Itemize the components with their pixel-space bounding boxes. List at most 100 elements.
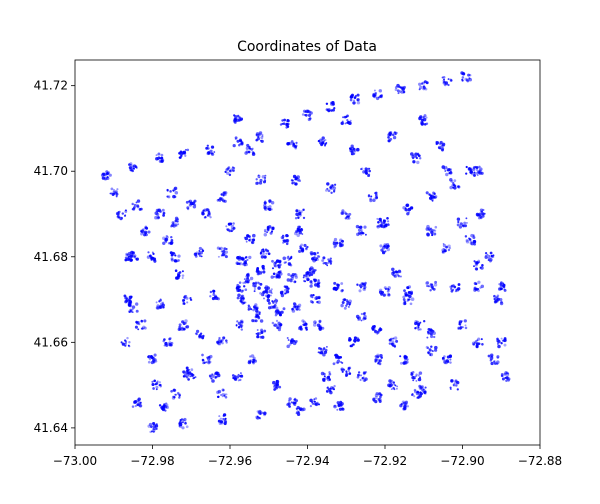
data-point [333, 107, 336, 110]
data-point [294, 217, 298, 220]
data-point [327, 388, 330, 391]
data-point [277, 264, 280, 267]
data-point [416, 153, 420, 156]
data-point [379, 244, 383, 248]
data-point [176, 220, 179, 223]
data-point-cluster [216, 336, 228, 346]
data-point [361, 377, 364, 380]
data-point [411, 371, 415, 374]
data-point [452, 182, 455, 185]
data-point [142, 228, 145, 231]
data-point [306, 271, 309, 275]
data-point [361, 282, 364, 286]
data-point-cluster [169, 251, 181, 263]
data-point [290, 179, 294, 182]
data-point [156, 380, 159, 383]
data-point [223, 247, 226, 251]
data-point [314, 321, 317, 324]
data-point [356, 375, 360, 379]
data-point [283, 288, 287, 292]
data-point [256, 416, 260, 420]
data-point [487, 354, 491, 358]
data-point [250, 354, 255, 358]
data-point [387, 222, 390, 225]
data-point [161, 208, 165, 212]
data-point [237, 321, 242, 326]
data-point [363, 287, 366, 290]
data-point-cluster [435, 140, 446, 152]
data-point [277, 265, 281, 269]
data-point [503, 372, 507, 376]
data-point [124, 300, 128, 304]
data-point [338, 407, 343, 411]
data-point [113, 192, 116, 196]
data-point [407, 290, 411, 295]
data-point [348, 303, 351, 306]
data-point [282, 239, 287, 243]
data-point [247, 308, 251, 311]
data-point-cluster [348, 336, 360, 348]
data-point [332, 286, 337, 291]
data-point [379, 219, 382, 222]
data-point [456, 217, 461, 221]
data-point [386, 247, 391, 252]
data-point [447, 169, 450, 172]
data-point [112, 189, 116, 192]
data-point [236, 289, 240, 293]
data-point [255, 309, 259, 313]
data-point-cluster [263, 199, 275, 211]
data-point [301, 247, 304, 250]
data-point [287, 273, 291, 276]
data-point [464, 326, 468, 330]
data-point [479, 266, 482, 269]
data-point [392, 381, 395, 384]
data-point-cluster [441, 354, 453, 365]
data-point [280, 310, 284, 314]
data-point [308, 117, 312, 120]
data-point [313, 398, 316, 401]
data-point [298, 308, 301, 311]
data-point [182, 151, 187, 155]
data-point [424, 87, 428, 91]
x-tick-label: −72.98 [130, 454, 174, 468]
data-point [433, 283, 438, 287]
data-point [311, 402, 314, 405]
data-point [243, 264, 246, 267]
data-point [378, 89, 383, 93]
data-point [240, 289, 244, 293]
data-point [497, 344, 501, 349]
data-point-cluster [131, 397, 143, 408]
data-point [390, 342, 394, 346]
data-point [345, 373, 349, 377]
data-point [329, 387, 332, 390]
data-point [442, 81, 446, 85]
data-point [356, 147, 360, 152]
data-point-cluster [178, 148, 190, 159]
data-point [256, 415, 259, 418]
data-point [297, 209, 301, 213]
data-point [170, 253, 174, 257]
data-point [147, 360, 151, 364]
data-point [127, 255, 130, 258]
data-point [174, 254, 177, 257]
data-point [181, 426, 185, 430]
data-point [248, 239, 251, 242]
data-point [326, 187, 329, 190]
data-point [259, 253, 262, 256]
data-point-cluster [274, 307, 286, 317]
data-point [311, 270, 316, 275]
data-point [259, 282, 263, 286]
data-point [245, 150, 249, 154]
data-point-cluster [325, 384, 336, 395]
data-point [273, 324, 276, 327]
data-point [263, 203, 267, 208]
data-point [250, 308, 253, 311]
data-point [268, 205, 272, 209]
data-point [417, 377, 422, 382]
data-point [357, 228, 361, 232]
data-point [170, 225, 173, 228]
data-point [258, 176, 261, 179]
data-point [399, 90, 402, 93]
data-point [301, 113, 305, 116]
data-point [162, 214, 166, 217]
